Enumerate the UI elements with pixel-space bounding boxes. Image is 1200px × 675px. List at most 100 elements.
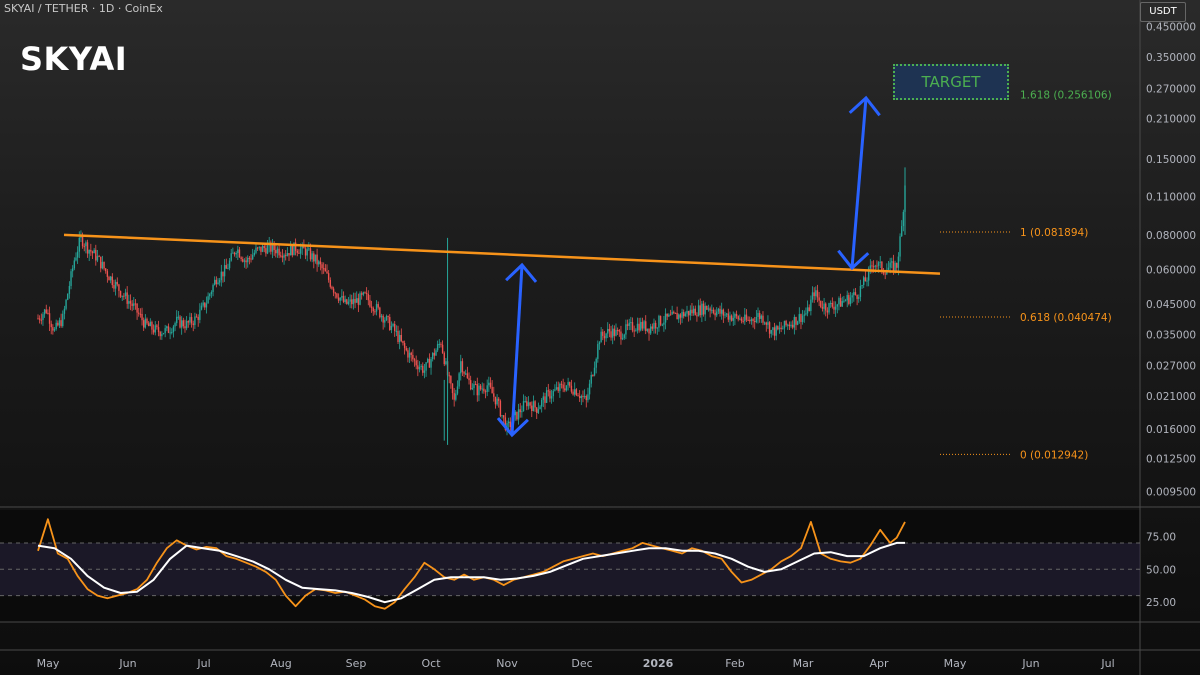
candle-body — [182, 320, 185, 327]
candle-body — [669, 314, 672, 316]
candle-body — [651, 326, 654, 329]
candle-body — [390, 325, 393, 331]
symbol-header: SKYAI / TETHER · 1D · CoinEx — [4, 2, 163, 15]
candle-body — [233, 252, 236, 255]
candle-body — [640, 321, 642, 331]
candle-body — [628, 322, 630, 326]
candle-body — [389, 317, 391, 331]
currency-button[interactable]: USDT — [1140, 2, 1186, 22]
candle-body — [848, 295, 850, 304]
candle-body — [725, 313, 728, 315]
candle-body — [671, 311, 673, 315]
candle-body — [770, 330, 772, 334]
candle-body — [499, 400, 502, 417]
candle-body — [681, 311, 683, 318]
candle-body — [101, 261, 104, 269]
candle-body — [375, 304, 378, 312]
candle-body — [859, 285, 862, 298]
candle-body — [729, 315, 731, 320]
candle-body — [610, 331, 612, 338]
candle-body — [714, 313, 716, 316]
candle-body — [359, 293, 361, 305]
candle-body — [833, 306, 835, 310]
candle-body — [701, 303, 703, 316]
candle-body — [205, 303, 208, 308]
candle-body — [577, 395, 579, 397]
candle-body — [410, 352, 412, 355]
candle-body — [864, 277, 867, 282]
candle-body — [204, 302, 206, 308]
candle-body — [676, 313, 678, 320]
candle-body — [129, 301, 132, 304]
candle-body — [403, 343, 406, 349]
candle-body — [488, 382, 490, 386]
candle-body — [735, 314, 738, 317]
candle-body — [772, 327, 774, 331]
candle-body — [900, 226, 903, 237]
candle-body — [379, 307, 381, 318]
candle-body — [275, 249, 277, 254]
measured-move-arrow-2-head — [848, 95, 881, 117]
time-tick-label: Nov — [496, 657, 518, 670]
candle-body — [849, 297, 852, 304]
candle-body — [425, 362, 427, 371]
candle-body — [171, 332, 173, 334]
candle-body — [202, 302, 204, 306]
time-tick-label: Aug — [270, 657, 291, 670]
candle-body — [146, 318, 148, 324]
candle-body — [448, 375, 450, 377]
candle-body — [687, 310, 690, 316]
candle-body — [810, 299, 812, 311]
candle-body — [536, 407, 538, 413]
candle-body — [240, 257, 242, 259]
candle-body — [800, 314, 802, 323]
candle-body — [517, 409, 520, 420]
candle-body — [484, 391, 487, 393]
candle-body — [245, 260, 247, 263]
candle-body — [555, 387, 558, 390]
candle-body — [319, 261, 322, 265]
time-tick-label: Sep — [346, 657, 367, 670]
candle-body — [280, 255, 282, 257]
candle-body — [503, 415, 505, 418]
candle-body — [78, 237, 80, 252]
candle-body — [762, 315, 764, 323]
candle-body — [347, 301, 350, 304]
time-tick-label: Jun — [1021, 657, 1039, 670]
candle-body — [793, 317, 796, 328]
candle-body — [720, 309, 723, 314]
candle-body — [600, 331, 602, 343]
candle-body — [357, 298, 360, 305]
candle-body — [544, 396, 546, 403]
candle-body — [58, 320, 61, 326]
candle-body — [826, 310, 829, 313]
candle-body — [712, 309, 715, 314]
candle-body — [801, 315, 804, 323]
candle-body — [427, 358, 429, 363]
candle-body — [131, 303, 133, 306]
candle-body — [356, 298, 358, 303]
candle-body — [549, 390, 551, 399]
candle-body — [308, 248, 310, 250]
candle-body — [270, 242, 272, 252]
candle-body — [247, 257, 249, 263]
candle-body — [724, 314, 726, 316]
candle-body — [370, 306, 373, 308]
candle-body — [106, 271, 109, 277]
candle-body — [339, 297, 341, 301]
candle-body — [47, 312, 49, 314]
candle-body — [663, 322, 665, 325]
candle-body — [387, 316, 389, 318]
candle-body — [686, 310, 688, 314]
candle-body — [67, 293, 69, 300]
candle-body — [344, 299, 346, 303]
candle-body — [313, 253, 315, 262]
rsi-tick-label: 75.00 — [1146, 531, 1176, 543]
candle-body — [516, 411, 518, 420]
candle-body — [841, 301, 843, 307]
price-tick-label: 0.350000 — [1146, 52, 1196, 64]
candle-body — [707, 308, 710, 310]
candle-body — [189, 317, 191, 323]
fib-level-label: 1.618 (0.256106) — [1020, 90, 1112, 102]
